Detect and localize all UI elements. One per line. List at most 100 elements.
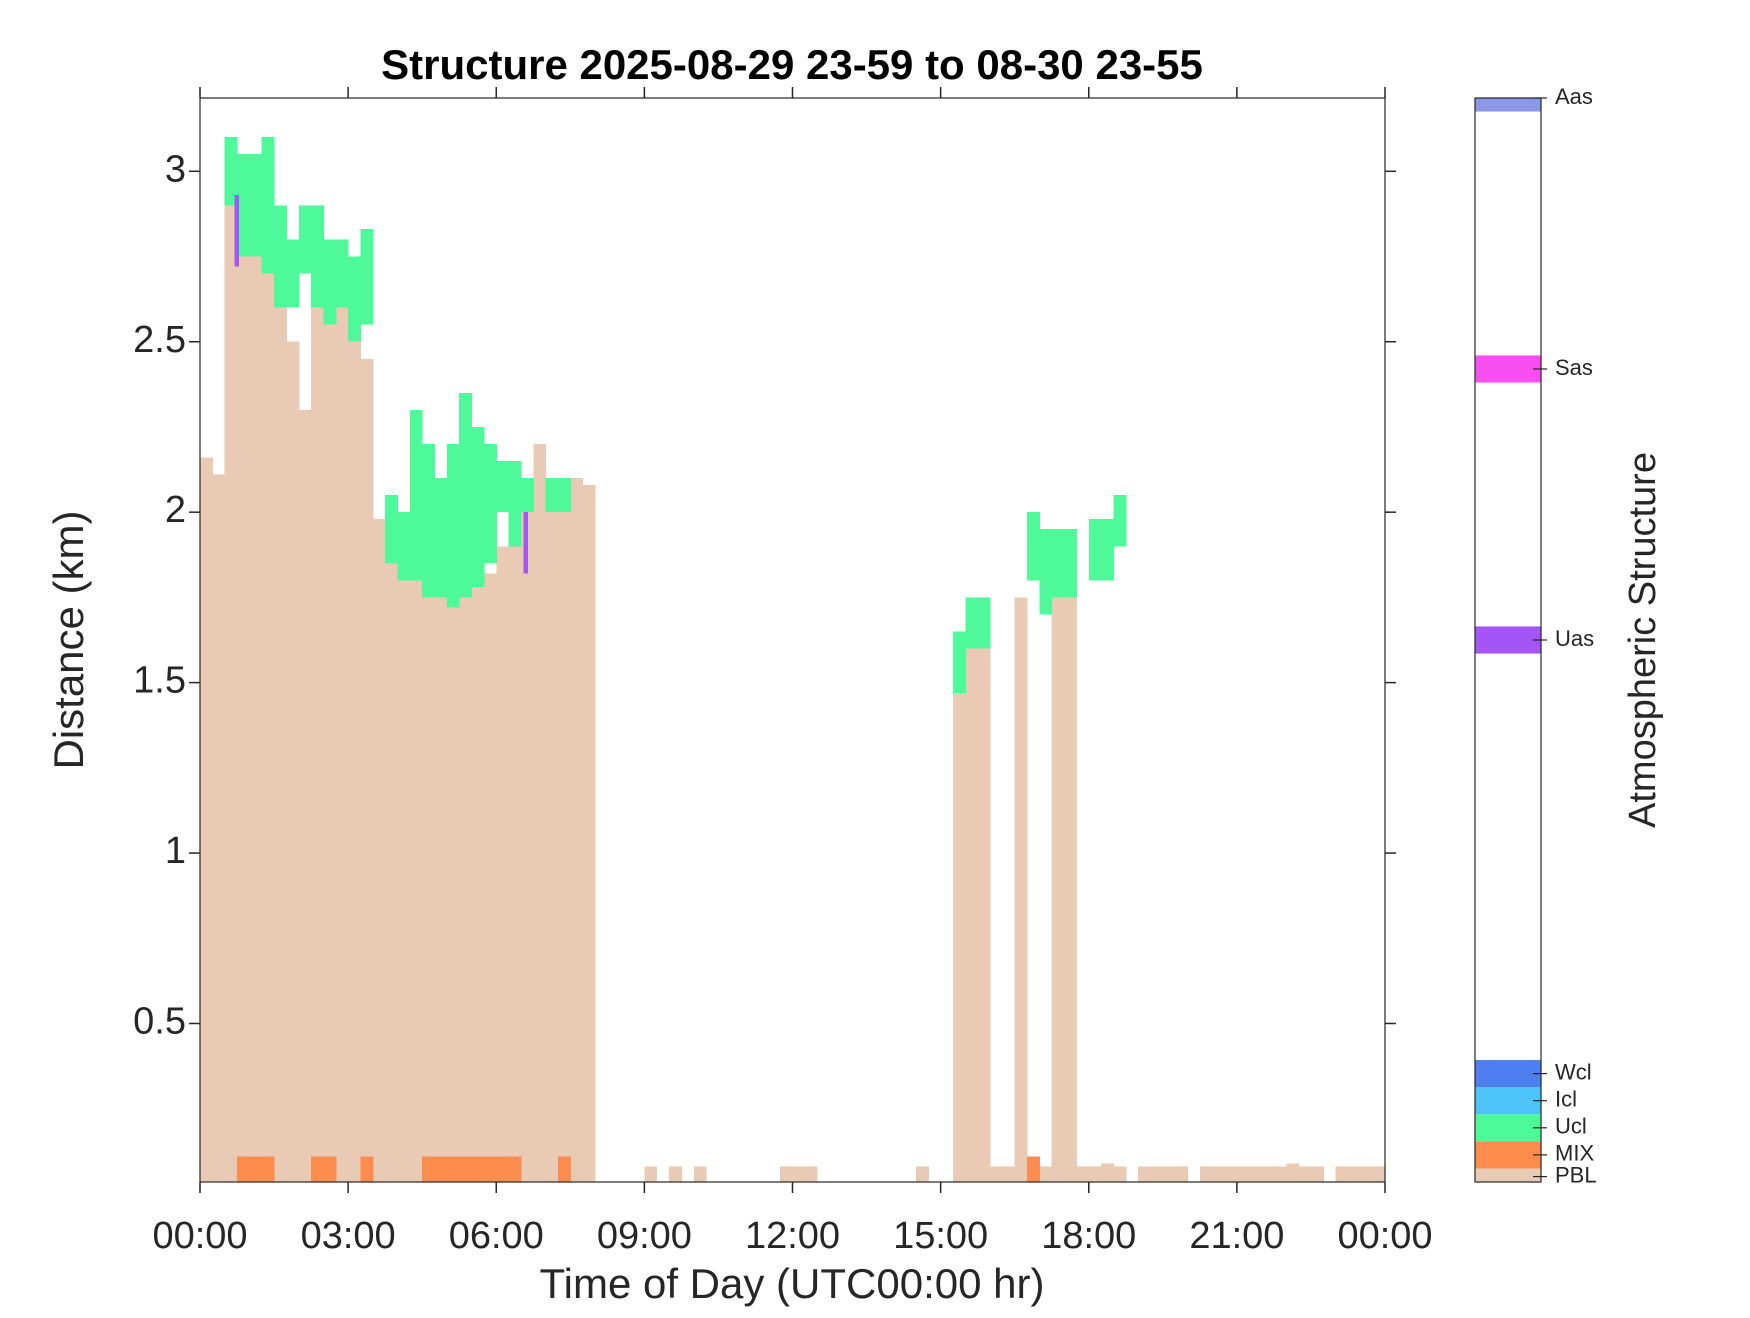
layer-bar: [952, 682, 966, 1182]
layer-bar: [520, 512, 534, 1182]
layer-bar: [1101, 1163, 1114, 1182]
layer-bar: [471, 426, 485, 588]
layer-bar: [669, 1166, 682, 1182]
layer-bar: [422, 580, 436, 1182]
layer-bar: [286, 341, 300, 1182]
layer-bar: [965, 597, 979, 649]
layer-bar: [508, 512, 522, 1182]
layer-bar: [1175, 1166, 1188, 1182]
layer-bar: [508, 461, 522, 547]
layer-bar: [557, 478, 571, 1182]
layer-bar: [483, 443, 497, 564]
layer-bar: [234, 195, 240, 267]
layer-bar: [1273, 1166, 1287, 1182]
layer-bar: [1002, 1166, 1016, 1182]
layer-bar: [335, 239, 349, 308]
x-tick-label: 15:00: [893, 1215, 988, 1257]
layer-bar: [422, 443, 436, 598]
layer-bar: [323, 239, 337, 325]
colorbar-tick-label: Aas: [1555, 84, 1593, 109]
y-tick-label: 2.5: [133, 319, 186, 361]
layer-bar: [200, 457, 213, 1183]
colorbar-swatch: [1475, 1060, 1541, 1088]
layer-bar: [1286, 1163, 1300, 1182]
layer-bar: [323, 307, 337, 1183]
layer-bar: [1039, 529, 1053, 615]
layer-bar: [1335, 1166, 1349, 1182]
layer-bar: [1113, 1166, 1127, 1182]
layer-bar: [311, 256, 324, 1183]
layer-bar: [446, 443, 460, 608]
layer-bar: [422, 1156, 436, 1182]
layer-bar: [780, 1166, 793, 1182]
layer-bar: [360, 358, 374, 1183]
layer-bar: [311, 205, 324, 308]
y-tick-label: 3: [165, 148, 186, 190]
layer-bar: [237, 222, 250, 1182]
layer-bar: [224, 137, 238, 206]
layer-bar: [990, 1166, 1003, 1182]
layer-bar: [409, 409, 423, 581]
layer-bar: [397, 512, 411, 581]
layer-bar: [1113, 495, 1127, 547]
x-tick-label: 06:00: [449, 1215, 544, 1257]
x-tick-label: 18:00: [1041, 1215, 1136, 1257]
layer-bar: [459, 1156, 473, 1182]
layer-bar: [1051, 529, 1065, 598]
layer-bar: [434, 587, 448, 1182]
layer-bar: [237, 1156, 250, 1182]
layer-bar: [1347, 1166, 1361, 1182]
layer-bar: [409, 563, 423, 1182]
layer-bar: [459, 392, 473, 598]
layer-bar: [360, 229, 374, 325]
layer-bar: [520, 478, 534, 513]
layer-bar: [1088, 518, 1102, 581]
layer-bar: [274, 307, 287, 1183]
layer-bar: [1027, 512, 1040, 581]
layer-bar: [1051, 546, 1065, 1182]
colorbar-tick-label: Icl: [1555, 1087, 1577, 1112]
layer-bar: [1310, 1166, 1324, 1182]
layer-bar: [693, 1166, 707, 1182]
y-axis-label: Distance (km): [45, 510, 92, 769]
y-tick-label: 2: [165, 489, 186, 531]
layer-bar: [496, 461, 510, 513]
layer-bar: [545, 495, 559, 1182]
layer-bar: [261, 273, 275, 1182]
layer-bar: [298, 205, 312, 274]
layer-bar: [804, 1166, 818, 1182]
layer-bar: [1076, 1166, 1090, 1182]
layer-bar: [311, 1156, 324, 1182]
layer-bar: [261, 137, 275, 274]
layer-bar: [249, 1156, 263, 1182]
layer-bar: [1039, 1166, 1053, 1182]
layer-bar: [323, 1156, 337, 1182]
layer-bar: [261, 1156, 275, 1182]
layer-bar: [1298, 1166, 1312, 1182]
layer-bar: [224, 205, 238, 1182]
y-tick-label: 1.5: [133, 660, 186, 702]
colorbar-swatch: [1475, 355, 1541, 383]
colorbar-tick-label: MIX: [1555, 1141, 1594, 1166]
colorbar-tick-label: Sas: [1555, 355, 1593, 380]
layer-bar: [582, 484, 596, 1182]
layer-bar: [274, 205, 287, 308]
x-tick-label: 21:00: [1189, 1215, 1284, 1257]
layer-bar: [1101, 518, 1114, 581]
layer-bar: [1261, 1166, 1275, 1182]
layer-bar: [1249, 1166, 1263, 1182]
y-tick-label: 1: [165, 830, 186, 872]
layer-bar: [298, 409, 312, 1183]
colorbar-tick-label: Uas: [1555, 626, 1594, 651]
layer-bar: [977, 631, 991, 1182]
layer-bar: [446, 593, 460, 1182]
x-tick-label: 00:00: [1337, 1215, 1432, 1257]
layer-bar: [1027, 1156, 1040, 1182]
colorbar-tick-label: Wcl: [1555, 1059, 1592, 1084]
layer-bar: [360, 1156, 374, 1182]
colorbar-swatch: [1475, 1141, 1541, 1169]
layer-bar: [372, 518, 386, 1182]
layer-bar: [446, 1156, 460, 1182]
layer-bar: [1224, 1166, 1238, 1182]
layer-bar: [471, 1156, 485, 1182]
